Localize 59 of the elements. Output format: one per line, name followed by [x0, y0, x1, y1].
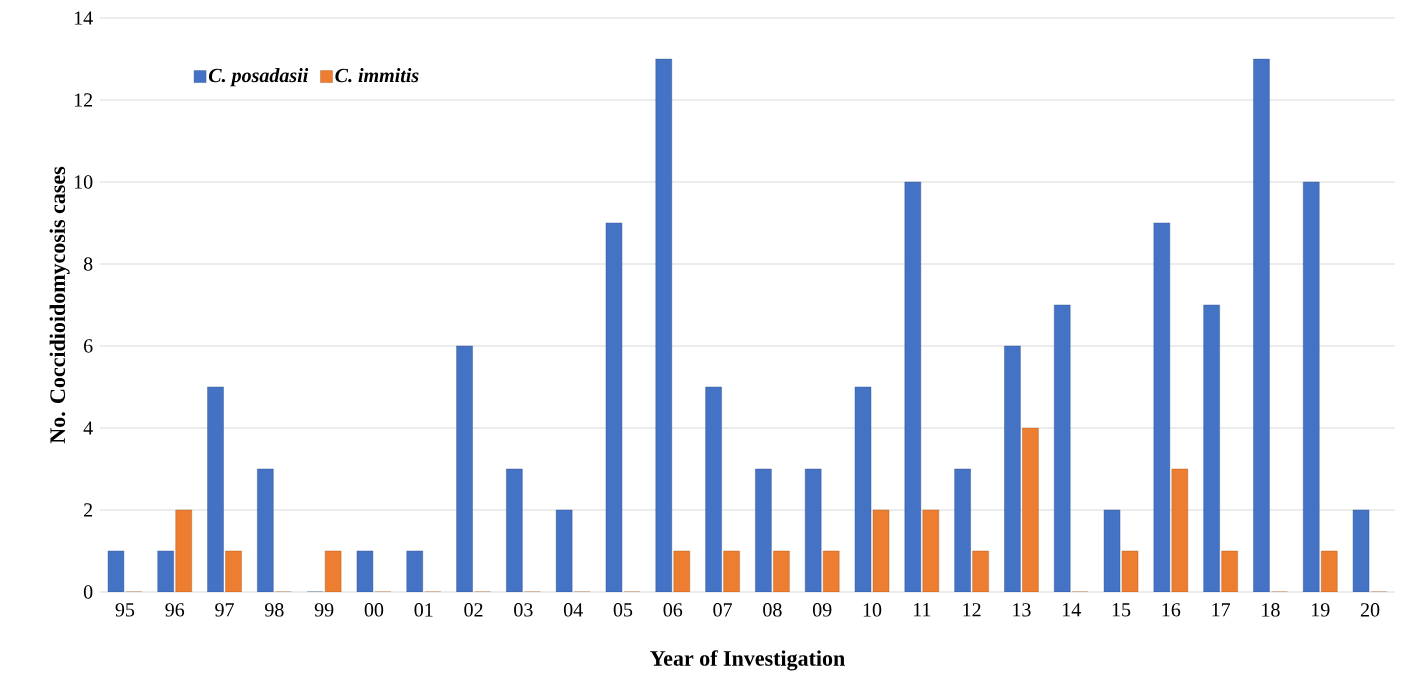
- bar: [207, 386, 224, 592]
- x-tick-label: 96: [165, 603, 185, 617]
- bar: [655, 58, 672, 592]
- x-tick-label: 01: [414, 603, 433, 617]
- legend-label: C. immitis: [335, 68, 419, 83]
- bar: [555, 509, 573, 592]
- x-tick-label: 00: [364, 603, 384, 617]
- y-tick-label: 8: [83, 257, 93, 271]
- y-tick-label: 12: [74, 93, 93, 107]
- bar: [1203, 304, 1220, 592]
- bar: [1153, 222, 1171, 592]
- x-tick-label: 02: [464, 603, 483, 617]
- bar: [1171, 468, 1189, 592]
- x-tick-label: 17: [1212, 603, 1231, 617]
- x-tick-label: 19: [1312, 603, 1330, 617]
- bar: [175, 509, 192, 592]
- x-tick-label: 98: [264, 603, 284, 617]
- x-tick-label: 04: [563, 603, 583, 617]
- x-tick-label: 10: [863, 603, 882, 617]
- x-tick-label: 12: [963, 603, 981, 617]
- bar: [1253, 58, 1270, 592]
- y-tick-label: 14: [74, 11, 93, 25]
- x-tick-label: 05: [613, 603, 633, 617]
- x-tick-label: 06: [663, 603, 683, 617]
- bar: [1303, 181, 1320, 592]
- bar: [954, 468, 971, 592]
- x-tick-label: 07: [713, 603, 733, 617]
- x-tick-label: 97: [215, 603, 234, 617]
- x-axis-title: Year of Investigation: [650, 650, 845, 671]
- bar: [755, 468, 772, 592]
- x-tick-label: 08: [763, 603, 782, 617]
- y-tick-label: 2: [84, 503, 93, 517]
- bar: [257, 468, 274, 592]
- bar: [805, 468, 822, 592]
- x-tick-label: 20: [1360, 603, 1380, 617]
- y-axis-title: No. Coccidioidomycosis cases: [49, 166, 70, 444]
- x-tick-label: 13: [1013, 603, 1031, 617]
- legend-label: C. posadasii: [208, 68, 309, 87]
- bar: [1054, 304, 1071, 592]
- y-tick-label: 0: [83, 585, 93, 599]
- x-tick-label: 03: [514, 603, 533, 617]
- x-tick-label: 95: [115, 603, 135, 617]
- bar: [1022, 427, 1039, 592]
- bar: [922, 509, 940, 592]
- y-tick-label: 10: [74, 175, 93, 189]
- bar: [506, 468, 523, 592]
- bar: [456, 345, 473, 592]
- x-tick-label: 18: [1262, 603, 1280, 617]
- x-tick-label: 15: [1112, 603, 1131, 617]
- y-tick-label: 6: [84, 339, 93, 353]
- bar: [1004, 345, 1021, 592]
- y-tick-label: 4: [83, 421, 93, 435]
- x-tick-label: 16: [1162, 603, 1181, 617]
- x-tick-label: 99: [314, 603, 334, 617]
- x-tick-label: 09: [812, 603, 832, 617]
- x-tick-label: 14: [1062, 603, 1081, 617]
- bar: [904, 181, 922, 592]
- x-tick-label: 11: [913, 603, 931, 617]
- bar: [705, 386, 722, 592]
